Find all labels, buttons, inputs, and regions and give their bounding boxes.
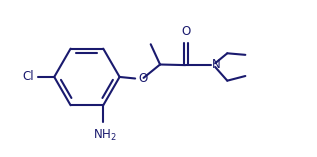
Text: Cl: Cl <box>23 70 34 83</box>
Text: N: N <box>212 58 220 71</box>
Text: NH$_2$: NH$_2$ <box>93 128 117 143</box>
Text: O: O <box>181 25 190 38</box>
Text: O: O <box>138 72 147 85</box>
